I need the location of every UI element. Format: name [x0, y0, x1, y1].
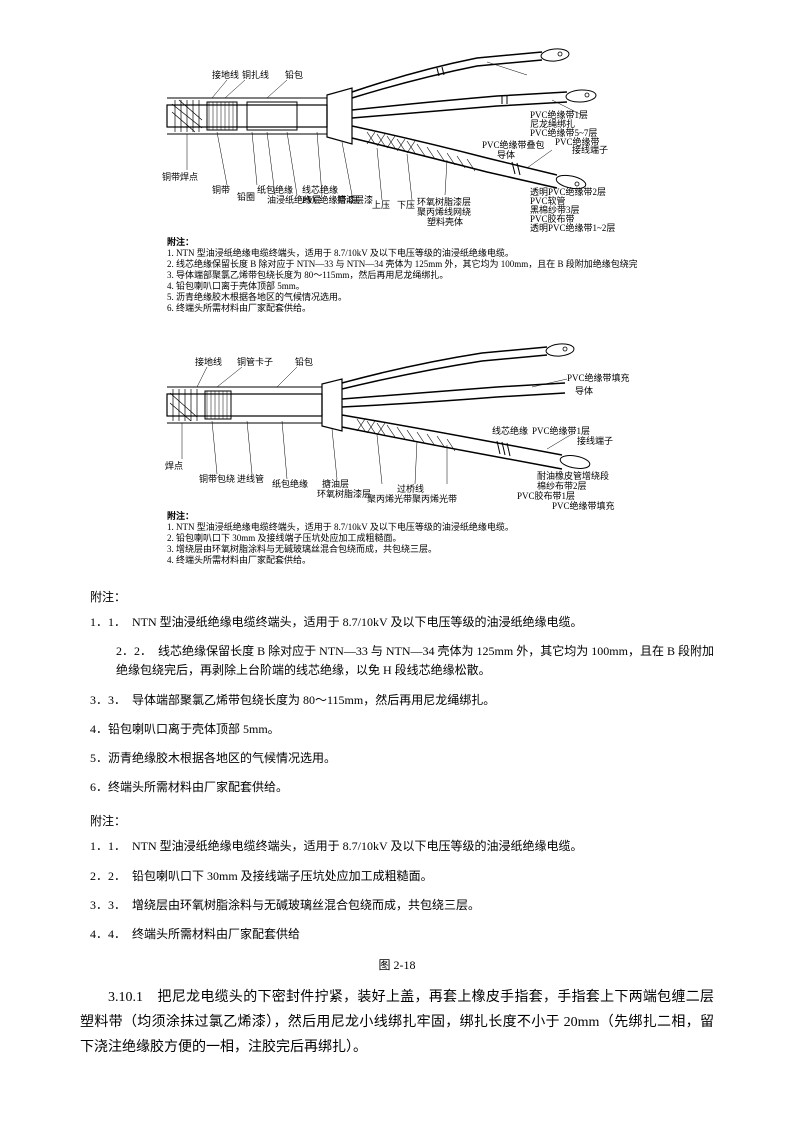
label-top-3: 铅包: [285, 69, 303, 80]
d2-note-1: 1. NTN 型油浸纸绝缘电缆终端头，适用于 8.7/10kV 及以下电压等级的…: [167, 521, 514, 532]
label-r12: 透明PVC绝缘带1~2层: [530, 222, 615, 233]
label-mid3: 塑料壳体: [427, 216, 463, 227]
label-left-1: 铜带焊点: [162, 171, 198, 182]
notes2-item-3: 3．3． 增绕层由环氧树脂涂料与无碱玻璃丝混合包绕而成，共包绕三层。: [90, 896, 714, 915]
d2-r10: PVC绝缘带填充: [552, 500, 615, 511]
notes1-item-1: 1．1． NTN 型油浸纸绝缘电缆终端头，适用于 8.7/10kV 及以下电压等…: [90, 613, 714, 632]
notes1-item-3: 3．3． 导体端部聚氯乙烯带包绕长度为 80～115mm，然后再用尼龙绳绑扎。: [90, 691, 714, 710]
label-b3: 纸包绝缘: [257, 184, 293, 195]
label-b2: 铅圈: [237, 191, 255, 202]
d2-r2: 导体: [575, 385, 593, 396]
d2-note-2: 2. 铅包喇叭口下 30mm 及接线端子压坑处应加工成粗糙面。: [167, 532, 402, 543]
d2-b8: 聚丙烯光带: [412, 493, 457, 504]
notes2-header: 附注：: [90, 812, 714, 829]
notes1-item-2: 2．2． 线芯绝缘保留长度 B 除对应于 NTN—33 与 NTN—34 壳体为…: [90, 642, 714, 680]
d1-note-1: 1. NTN 型油浸纸绝缘电缆终端头，适用于 8.7/10kV 及以下电压等级的…: [167, 247, 514, 258]
d1-note-3: 3. 导体端部聚氯乙烯带包绕长度为 80～115mm，然后再用尼龙绳绑扎。: [167, 269, 448, 280]
label-b7: 搪漆层漆: [337, 194, 373, 205]
cable-diagram-2: 接地线 铜管卡子 铅包 焊点 铜带包绕 进线管 纸包绝缘 搪油层 环氧树脂漆层 …: [157, 339, 637, 569]
notes1-header: 附注：: [90, 588, 714, 605]
notes2-item-2: 2．2． 铅包喇叭口下 30mm 及接线端子压坑处应加工成粗糙面。: [90, 867, 714, 886]
d2-b3: 纸包绝缘: [272, 478, 308, 489]
d2-note-3: 3. 增绕层由环氧树脂涂料与无碱玻璃丝混合包绕而成，共包绕三层。: [167, 543, 437, 554]
label-top-1: 接地线: [212, 69, 239, 80]
label-r6: PVC绝缘带叠包: [482, 139, 545, 150]
d2-r5: 接线端子: [577, 435, 613, 446]
d2-r3: 线芯绝缘: [492, 425, 528, 436]
d2-r1: PVC绝缘带填充: [567, 372, 630, 383]
d1-note-4: 4. 铅包喇叭口离于壳体顶部 5mm。: [167, 280, 305, 291]
cable-diagram-1: 接地线 铜扎线 铅包 铜带焊点 铜带 铅圈 纸包绝缘 油浸纸绝缘层 线芯绝缘 P…: [157, 40, 637, 320]
diagram-1-container: 接地线 铜扎线 铅包 铜带焊点 铜带 铅圈 纸包绝缘 油浸纸绝缘层 线芯绝缘 P…: [157, 40, 637, 324]
d2-left-1: 焊点: [165, 460, 183, 471]
d2-r6: 耐油橡皮管: [537, 470, 582, 481]
d2-top-1: 接地线: [195, 356, 222, 367]
label-b8: 上压: [372, 200, 390, 210]
notes-section-1: 附注： 1．1． NTN 型油浸纸绝缘电缆终端头，适用于 8.7/10kV 及以…: [90, 588, 714, 797]
d1-note-6: 6. 终端头所需材料由厂家配套供给。: [167, 302, 311, 313]
d2-notes-header: 附注：: [167, 510, 194, 521]
notes1-item-6: 6．终端头所需材料由厂家配套供给。: [90, 778, 714, 797]
d2-r8: 棉纱布带2层: [537, 480, 587, 491]
label-b5: 线芯绝缘: [302, 184, 338, 195]
notes1-item-4: 4．铅包喇叭口离于壳体顶部 5mm。: [90, 720, 714, 739]
diagram-2-container: 接地线 铜管卡子 铅包 焊点 铜带包绕 进线管 纸包绝缘 搪油层 环氧树脂漆层 …: [157, 339, 637, 573]
notes-section-2: 附注： 1．1． NTN 型油浸纸绝缘电缆终端头，适用于 8.7/10kV 及以…: [90, 812, 714, 944]
label-mid2: 聚丙烯线网绕: [417, 206, 471, 217]
d2-r4: PVC绝缘带1层: [532, 425, 590, 436]
d2-b5: 环氧树脂漆层: [317, 488, 371, 499]
notes2-item-1: 1．1． NTN 型油浸纸绝缘电缆终端头，适用于 8.7/10kV 及以下电压等…: [90, 837, 714, 856]
label-r5: 接线端子: [572, 144, 608, 155]
d2-top-2: 铜管卡子: [237, 356, 273, 367]
d2-r7: 增绕段: [582, 470, 609, 481]
d1-notes-header: 附注：: [167, 236, 194, 247]
d2-note-4: 4. 终端头所需材料由厂家配套供给。: [167, 554, 311, 565]
figure-label: 图 2-18: [80, 956, 714, 973]
body-paragraph: 3.10.1 把尼龙电缆头的下密封件拧紧，装好上盖，再套上橡皮手指套，手指套上下…: [80, 985, 714, 1061]
notes1-item-5: 5．沥青绝缘胶木根据各地区的气候情况选用。: [90, 749, 714, 768]
label-mid1: 环氧树脂漆层: [417, 196, 471, 207]
d2-b6: 过桥线: [397, 483, 424, 494]
label-top-2: 铜扎线: [242, 69, 269, 80]
d2-b7: 聚丙烯光带: [367, 493, 412, 504]
d1-note-5: 5. 沥青绝缘胶木根据各地区的气候情况选用。: [167, 291, 347, 302]
label-b1: 铜带: [212, 184, 230, 195]
d2-top-3: 铅包: [295, 356, 313, 367]
d2-b1: 铜带包绕: [199, 473, 235, 484]
label-b9: 下压: [397, 200, 415, 210]
d2-b2: 进线管: [237, 473, 264, 484]
d2-r9: PVC胶布带1层: [517, 490, 575, 501]
d2-b4: 搪油层: [322, 478, 349, 489]
label-r7: 导体: [497, 149, 515, 160]
notes2-item-4: 4．4． 终端头所需材料由厂家配套供给: [90, 925, 714, 944]
d1-note-2: 2. 线芯绝缘保留长度 B 除对应于 NTN—33 与 NTN—34 壳体为 1…: [167, 258, 637, 269]
